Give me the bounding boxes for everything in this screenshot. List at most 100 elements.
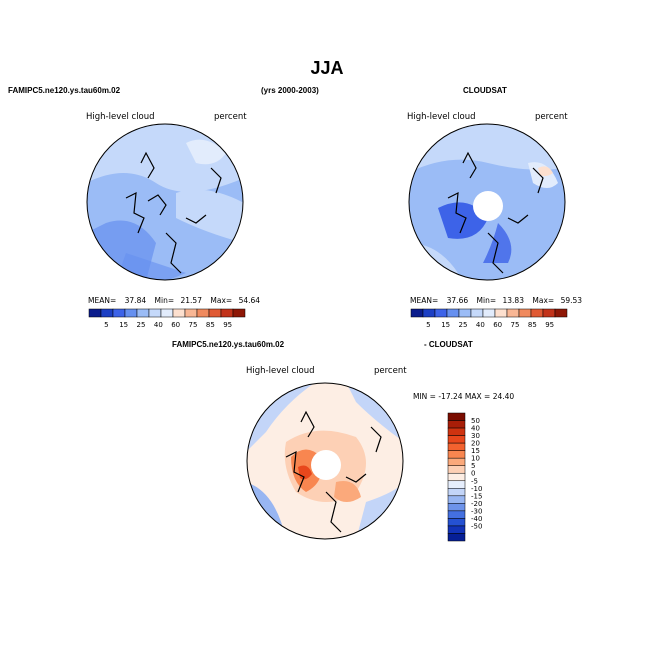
figure-title: JJA [310,58,344,78]
colorbar-tick-label: -15 [471,492,482,500]
panel2-variable: High-level cloud [407,112,476,122]
colorbar-swatch [447,472,466,482]
colorbar-tick-label: 60 [171,321,180,329]
colorbar-tick-label: 15 [471,447,480,455]
colorbar-tick-label: 5 [104,321,108,329]
colorbar-tick-label: 95 [223,321,232,329]
colorbar-swatch [112,308,126,318]
colorbar-swatch [447,465,466,474]
colorbar-swatch [410,308,424,318]
colorbar-tick-label: 85 [206,321,215,329]
colorbar-tick-label: 40 [154,321,163,329]
colorbar-tick-label: 30 [471,432,480,440]
obs-label-top: CLOUDSAT [463,86,507,95]
panel2-min: 13.83 [502,296,524,305]
colorbar-swatch [542,308,556,318]
colorbar-tick-label: 75 [189,321,198,329]
colorbar-swatch [447,412,466,421]
panel1-units: percent [214,112,247,122]
colorbar-tick-label: 20 [471,440,480,448]
colorbar-tick-label: -30 [471,507,482,515]
colorbar-swatch [482,308,496,318]
colorbar-tick-label: 10 [471,455,480,463]
colorbar-swatch [447,495,466,504]
diff-label: - CLOUDSAT [424,340,473,349]
colorbar-tick-label: -40 [471,515,482,523]
colorbar-swatch [447,518,466,527]
colorbar-swatch [447,525,466,534]
colorbar-tick-label: 0 [471,470,475,478]
colorbar-tick-label: 25 [459,321,468,329]
colorbar-swatch [447,420,466,429]
colorbar-swatch [136,308,150,318]
colorbar-swatch [554,308,568,318]
colorbar-tick-label: 50 [471,417,480,425]
panel2-mean: 37.66 [446,296,469,305]
years-label: (yrs 2000-2003) [261,86,319,95]
colorbar-panel1: 5 15 25 40 60 75 85 95 [88,308,246,329]
colorbar-swatch [447,510,466,519]
colorbar-tick-label: 95 [545,321,554,329]
panel1-variable: High-level cloud [86,112,155,122]
colorbar-swatch [148,308,162,318]
colorbar-swatch [184,308,198,318]
panel2-min-label: Min= [476,296,497,305]
colorbar-swatch [447,442,466,451]
colorbar-swatch [447,488,466,497]
colorbar-panel2: 5 15 25 40 60 75 85 95 [410,308,568,329]
polar-map-obs [408,123,566,281]
polar-map-model [86,123,244,281]
colorbar-tick-label: -10 [471,485,482,493]
colorbar-tick-label: 25 [137,321,146,329]
panel1-stats: MEAN= 37.84 Min= 21.57 Max= 54.64 [88,296,260,305]
panel1-max-label: Max= [210,296,233,305]
colorbar-swatch [518,308,532,318]
colorbar-swatch [447,480,466,489]
colorbar-swatch [422,308,436,318]
colorbar-swatch [447,427,466,436]
colorbar-swatch [447,533,466,542]
colorbar-swatch [434,308,448,318]
colorbar-tick-label: -50 [471,522,482,530]
case-label-bottom: FAMIPC5.ne120.ys.tau60m.02 [172,340,285,349]
colorbar-swatch [458,308,472,318]
colorbar-swatch [447,503,466,512]
colorbar-tick-label: 60 [493,321,502,329]
panel2-stats: MEAN= 37.66 Min= 13.83 Max= 59.53 [410,296,582,305]
panel1-max: 54.64 [238,296,261,305]
panel3-units: percent [374,366,407,376]
missing-data-hole-diff [311,450,341,480]
colorbar-swatch [447,435,466,444]
panel3-minmax: MIN = -17.24 MAX = 24.40 [413,392,515,401]
panel2-max-label: Max= [532,296,555,305]
panel1-min: 21.57 [180,296,202,305]
colorbar-swatch [494,308,508,318]
colorbar-tick-label: 40 [476,321,485,329]
panel3-variable: High-level cloud [246,366,315,376]
colorbar-tick-label: 15 [119,321,128,329]
colorbar-tick-label: 5 [426,321,430,329]
colorbar-tick-label: 85 [528,321,537,329]
panel1-min-label: Min= [154,296,175,305]
polar-map-diff [246,382,404,540]
colorbar-tick-label: 75 [511,321,520,329]
colorbar-swatch [100,308,114,318]
colorbar-swatch [172,308,186,318]
colorbar-swatch [530,308,544,318]
colorbar-swatch [446,308,460,318]
colorbar-swatch [447,450,466,459]
colorbar-tick-label: 5 [471,462,475,470]
panel2-mean-label: MEAN= [410,296,439,305]
panel1-mean: 37.84 [124,296,147,305]
colorbar-swatch [470,308,484,318]
colorbar-swatch [160,308,174,318]
colorbar-tick-label: -5 [471,477,478,485]
colorbar-tick-label: 15 [441,321,450,329]
colorbar-swatch [232,308,246,318]
colorbar-tick-label: 40 [471,425,480,433]
missing-data-hole [473,191,503,221]
case-label-top: FAMIPC5.ne120.ys.tau60m.02 [8,86,121,95]
colorbar-swatch [506,308,520,318]
colorbar-swatch [447,457,466,466]
